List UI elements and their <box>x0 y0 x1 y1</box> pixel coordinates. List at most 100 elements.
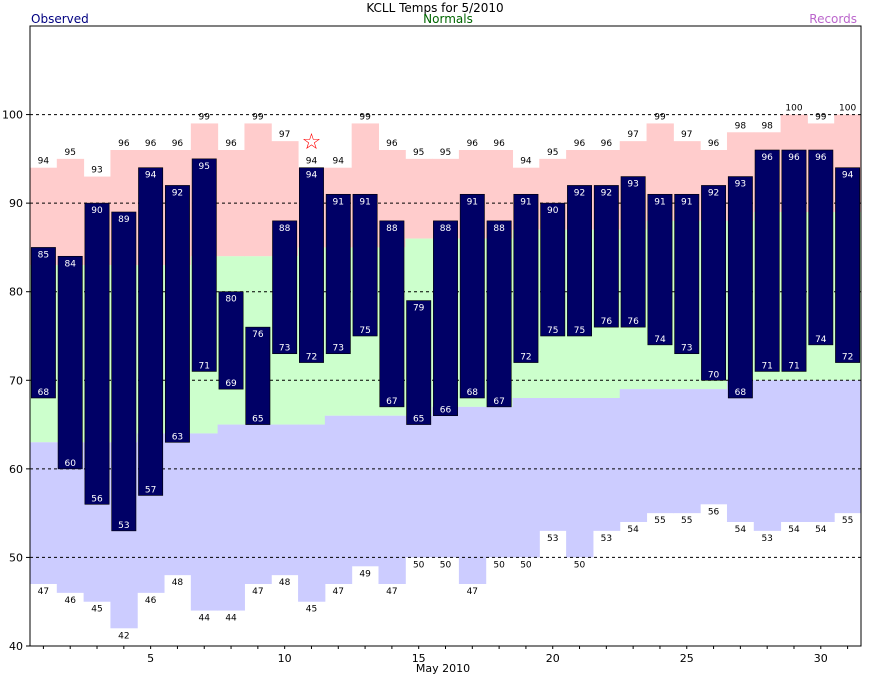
observed-low-label: 68 <box>735 388 747 398</box>
record-low-band <box>673 389 701 514</box>
observed-low-label: 53 <box>118 521 129 531</box>
observed-low-label: 76 <box>601 317 613 327</box>
observed-high-label: 93 <box>627 180 638 190</box>
record-low-band <box>271 424 299 576</box>
record-low-label: 46 <box>64 596 76 606</box>
observed-bar <box>299 167 324 363</box>
record-low-band <box>726 380 755 522</box>
observed-low-label: 73 <box>279 344 290 354</box>
record-low-label: 54 <box>815 525 827 535</box>
x-tick-label: 10 <box>278 652 292 665</box>
record-low-label: 44 <box>199 614 211 624</box>
record-low-band <box>378 415 406 584</box>
record-low-band <box>351 415 379 567</box>
record-low-label: 50 <box>413 560 425 570</box>
observed-low-label: 56 <box>91 494 103 504</box>
observed-low-label: 73 <box>681 344 692 354</box>
record-high-label: 99 <box>359 112 371 122</box>
record-high-label: 94 <box>333 157 345 167</box>
observed-high-label: 96 <box>815 153 827 163</box>
record-high-label: 98 <box>761 121 773 131</box>
record-high-label: 97 <box>279 130 290 140</box>
record-low-label: 49 <box>359 569 371 579</box>
record-high-label: 95 <box>64 148 75 158</box>
observed-high-label: 88 <box>493 224 505 234</box>
observed-high-label: 91 <box>333 197 344 207</box>
observed-bar <box>272 220 298 355</box>
observed-high-label: 96 <box>788 153 800 163</box>
record-high-label: 93 <box>91 166 102 176</box>
y-tick-label: 100 <box>2 109 23 122</box>
observed-bar <box>352 193 378 337</box>
observed-high-label: 90 <box>547 206 559 216</box>
observed-high-label: 91 <box>520 197 531 207</box>
record-low-band <box>700 389 728 505</box>
observed-bar <box>325 193 351 355</box>
observed-low-label: 72 <box>306 353 317 363</box>
observed-high-label: 91 <box>359 197 370 207</box>
y-tick-label: 70 <box>9 374 23 387</box>
record-high-label: 96 <box>493 139 505 149</box>
observed-low-label: 74 <box>654 335 666 345</box>
record-low-band <box>780 380 808 522</box>
record-low-label: 54 <box>627 525 639 535</box>
record-low-label: 46 <box>145 596 157 606</box>
observed-low-label: 67 <box>493 397 504 407</box>
record-low-label: 50 <box>440 560 452 570</box>
observed-bar <box>808 149 834 346</box>
observed-low-label: 74 <box>815 335 827 345</box>
observed-low-label: 71 <box>788 361 799 371</box>
observed-low-label: 76 <box>627 317 639 327</box>
record-low-band <box>324 415 353 584</box>
record-low-label: 53 <box>547 534 558 544</box>
observed-low-label: 75 <box>359 326 370 336</box>
plot-frame <box>29 25 862 647</box>
observed-low-label: 73 <box>333 344 344 354</box>
legend-records: Records <box>809 12 857 26</box>
record-low-band <box>592 398 621 531</box>
observed-bar <box>30 247 56 399</box>
observed-bar <box>781 149 807 372</box>
x-tick-label: 5 <box>147 652 154 665</box>
record-low-band <box>190 433 219 611</box>
observed-high-label: 88 <box>386 224 398 234</box>
record-high-label: 96 <box>574 139 586 149</box>
observed-bar <box>433 220 458 417</box>
record-high-label: 99 <box>654 112 666 122</box>
record-high-label: 95 <box>547 148 558 158</box>
observed-low-label: 66 <box>440 406 452 416</box>
observed-bar <box>245 326 271 425</box>
observed-high-label: 85 <box>38 250 49 260</box>
record-low-label: 48 <box>279 578 291 588</box>
record-low-label: 55 <box>654 516 665 526</box>
observed-low-label: 65 <box>413 415 424 425</box>
record-low-band <box>619 389 648 522</box>
record-low-band <box>566 398 594 558</box>
observed-low-label: 70 <box>708 370 720 380</box>
x-tick-label: 15 <box>412 652 426 665</box>
observed-high-label: 88 <box>440 224 452 234</box>
observed-high-label: 96 <box>761 153 773 163</box>
observed-high-label: 84 <box>64 259 76 269</box>
record-high-label: 94 <box>520 157 532 167</box>
observed-bar <box>540 202 566 337</box>
y-tick-label: 50 <box>9 551 23 564</box>
observed-bar <box>701 185 727 381</box>
record-low-label: 50 <box>520 560 532 570</box>
observed-bar <box>835 167 861 363</box>
observed-bar <box>567 185 592 337</box>
observed-low-label: 67 <box>386 397 397 407</box>
record-low-band <box>30 442 58 584</box>
record-high-label: 99 <box>815 112 827 122</box>
record-high-band <box>244 123 272 257</box>
chart-title: KCLL Temps for 5/2010 <box>366 1 503 15</box>
legend-observed: Observed <box>31 12 89 26</box>
record-high-label: 100 <box>785 104 802 114</box>
observed-bar <box>164 185 190 443</box>
record-high-label: 94 <box>38 157 50 167</box>
observed-bar <box>674 193 700 355</box>
observed-high-label: 91 <box>467 197 478 207</box>
record-low-band <box>217 424 245 611</box>
x-tick-label: 25 <box>680 652 694 665</box>
record-high-label: 100 <box>839 104 856 114</box>
